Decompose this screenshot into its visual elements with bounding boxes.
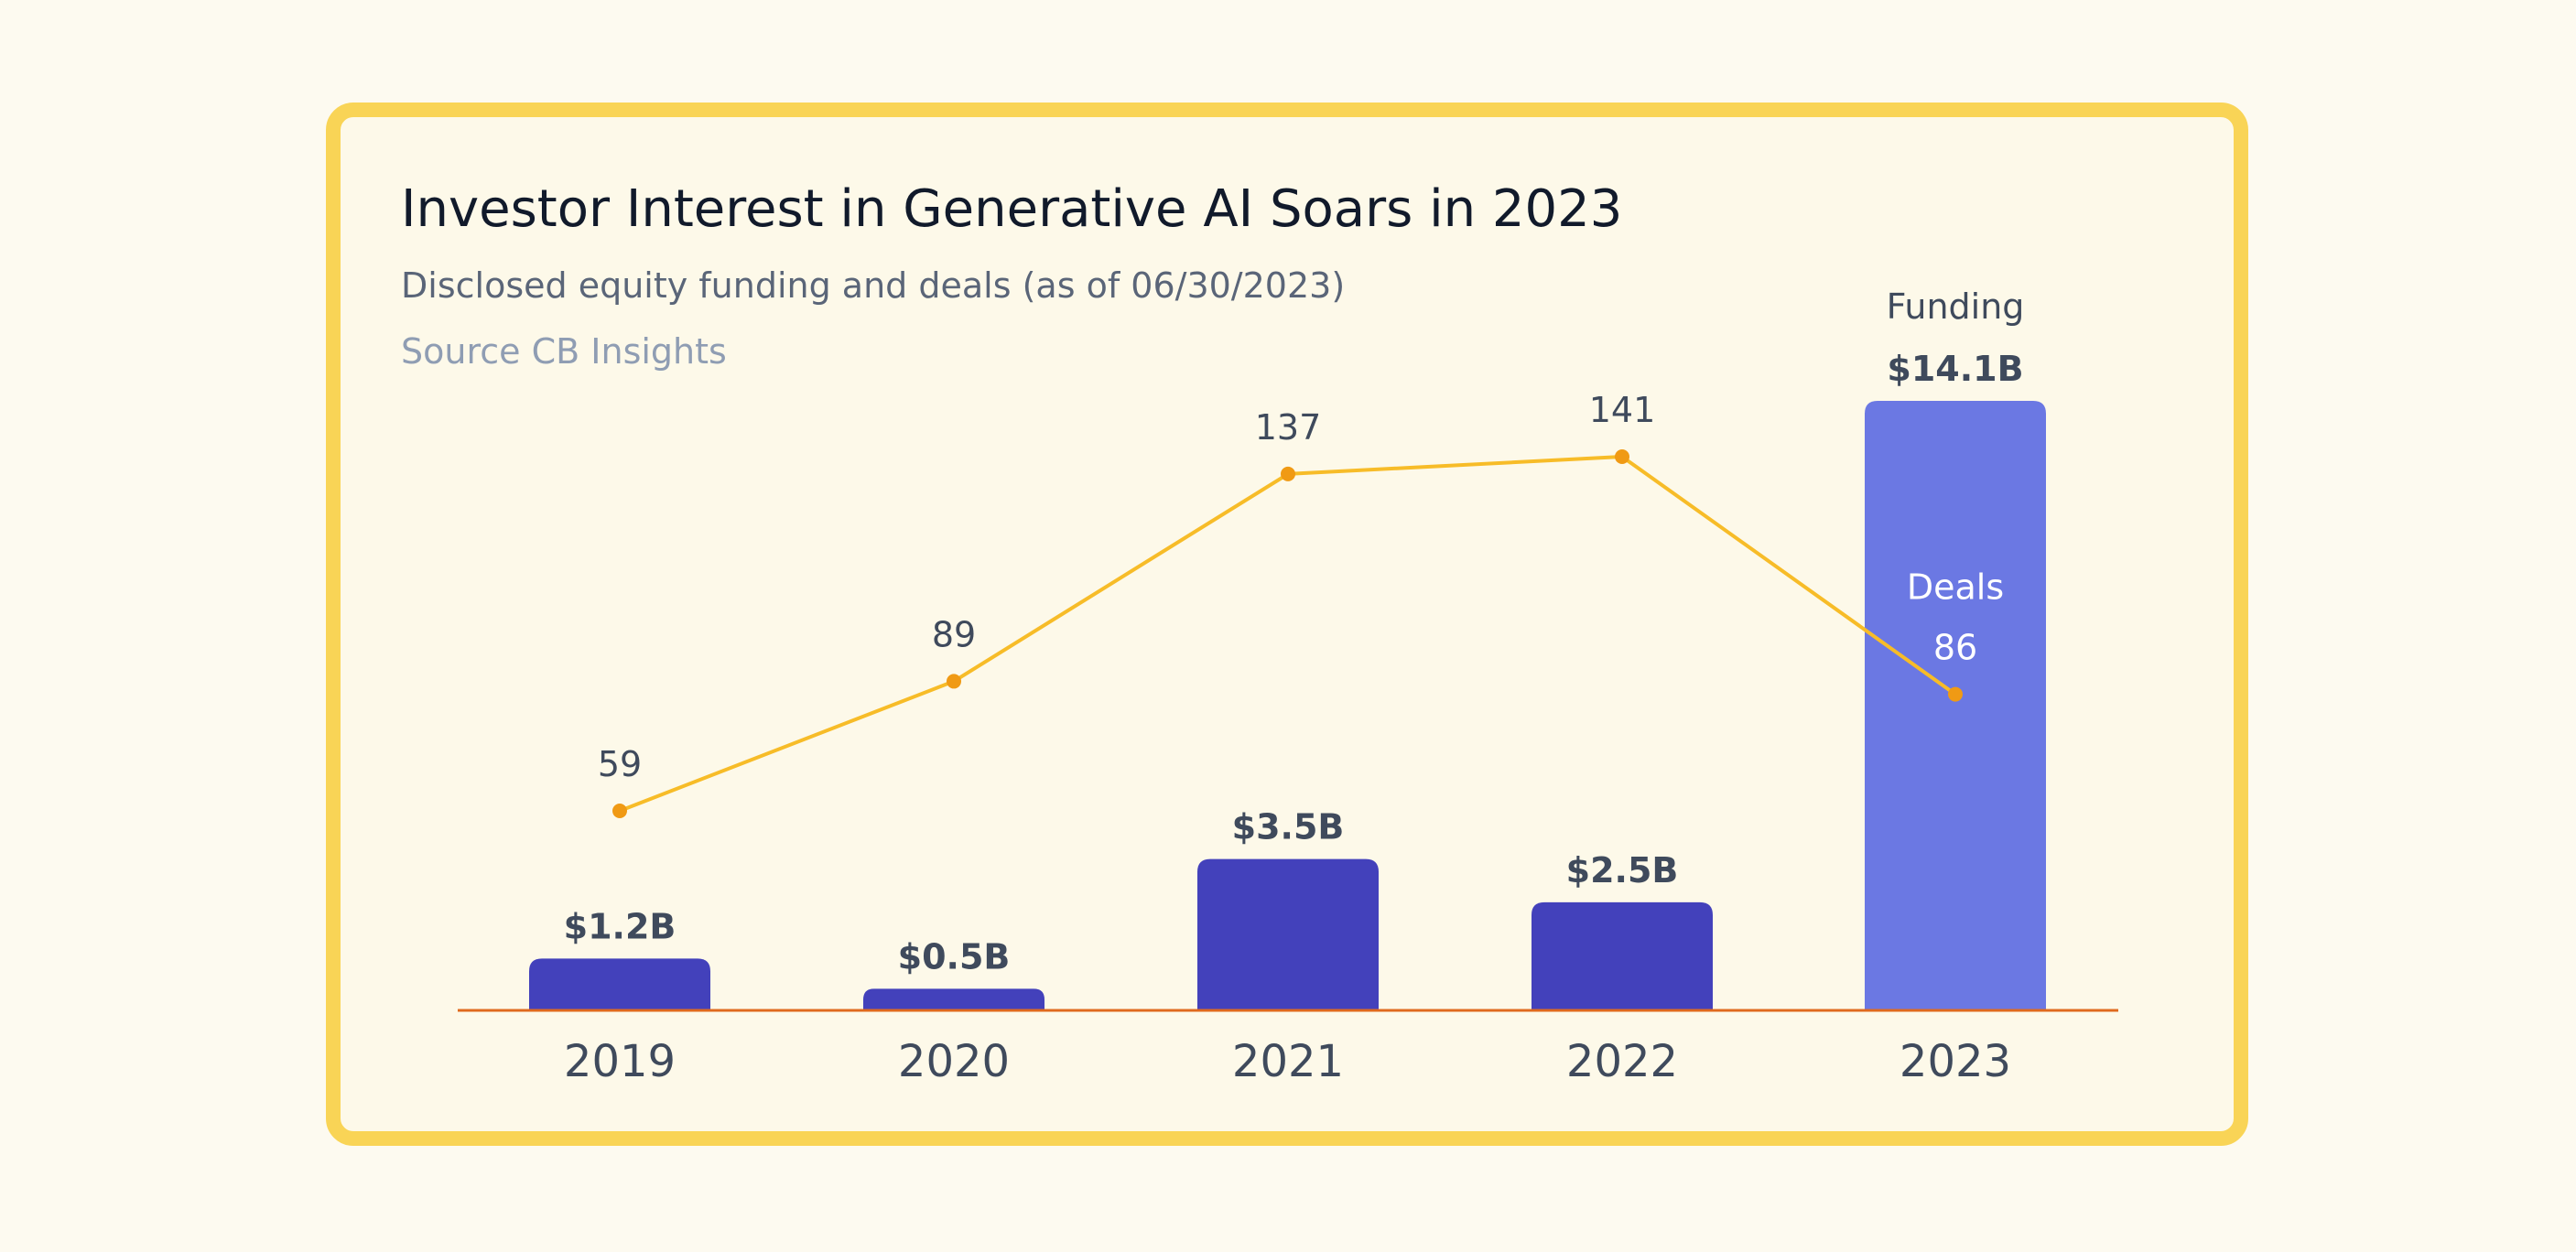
deals-point-2022 [1615, 449, 1629, 464]
funding-value-label-2022: $2.5B [1566, 850, 1679, 890]
x-tick-label-2022: 2022 [1566, 1036, 1678, 1087]
deals-point-2019 [612, 804, 627, 818]
deals-series-label: Deals [1907, 567, 2004, 608]
funding-bar-2019 [529, 958, 710, 1010]
funding-value-label-2020: $0.5B [898, 936, 1011, 977]
funding-series-label: Funding [1887, 286, 2025, 327]
deals-value-label-2019: 59 [598, 744, 642, 784]
funding-bar-2023 [1865, 401, 2046, 1010]
chart-source: Source CB Insights [401, 331, 727, 372]
deals-point-2020 [947, 674, 961, 689]
funding-value-label-2021: $3.5B [1232, 807, 1345, 847]
deals-value-label-2022: 141 [1589, 390, 1656, 430]
chart-subtitle: Disclosed equity funding and deals (as o… [401, 265, 1346, 306]
deals-point-2023 [1948, 686, 1963, 702]
funding-value-label-2023: $14.1B [1887, 349, 2023, 389]
deals-line [619, 455, 1957, 813]
funding-value-label-2019: $1.2B [564, 906, 676, 946]
x-tick-label-2021: 2021 [1232, 1036, 1344, 1087]
funding-bar-2022 [1532, 901, 1713, 1010]
chart-title: Investor Interest in Generative AI Soars… [401, 179, 1623, 239]
funding-bar-2020 [863, 988, 1044, 1010]
deals-value-label-2020: 89 [932, 614, 976, 654]
funding-bar-2021 [1197, 858, 1379, 1010]
x-tick-label-2023: 2023 [1900, 1036, 2011, 1087]
deals-value-label-2023: 86 [1933, 628, 1977, 668]
x-tick-label-2020: 2020 [898, 1036, 1010, 1087]
deals-value-label-2021: 137 [1255, 407, 1322, 448]
deals-point-2021 [1281, 466, 1295, 481]
x-tick-label-2019: 2019 [564, 1036, 676, 1087]
